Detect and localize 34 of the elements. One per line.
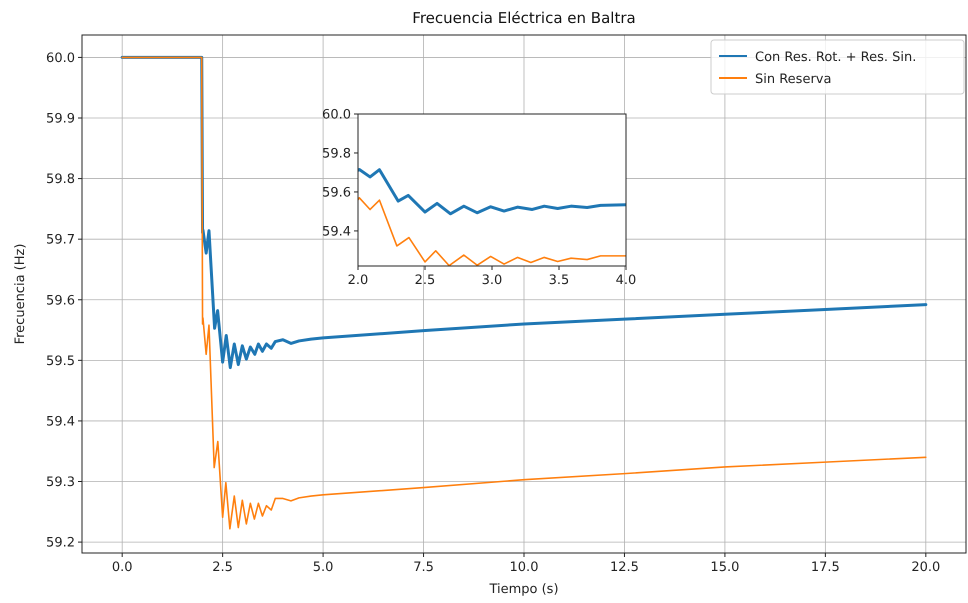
y-tick-label: 59.6 bbox=[322, 185, 351, 200]
x-axis-title: Tiempo (s) bbox=[488, 582, 559, 597]
y-tick-label: 59.5 bbox=[46, 354, 75, 369]
x-tick-label: 7.5 bbox=[413, 560, 434, 575]
x-tick-label: 2.5 bbox=[414, 273, 436, 288]
x-tick-label: 2.5 bbox=[212, 560, 233, 575]
y-tick-label: 59.2 bbox=[46, 536, 75, 551]
y-tick-label: 59.6 bbox=[46, 293, 75, 308]
legend-label: Con Res. Rot. + Res. Sin. bbox=[755, 50, 916, 65]
y-tick-label: 59.8 bbox=[46, 172, 75, 188]
y-tick-label: 59.4 bbox=[46, 414, 75, 430]
x-tick-label: 2.0 bbox=[348, 273, 368, 288]
y-tick-label: 60.0 bbox=[322, 108, 351, 122]
x-tick-label: 10.0 bbox=[510, 560, 538, 575]
x-tick-label: 20.0 bbox=[911, 560, 940, 575]
x-tick-label: 5.0 bbox=[312, 560, 334, 575]
x-tick-label: 0.0 bbox=[112, 560, 133, 575]
y-tick-label: 59.7 bbox=[46, 232, 75, 248]
line-series bbox=[358, 196, 626, 266]
x-tick-label: 3.5 bbox=[548, 273, 570, 288]
y-tick-label: 59.9 bbox=[46, 112, 75, 126]
x-tick-label: 15.0 bbox=[710, 560, 740, 575]
x-tick-label: 17.5 bbox=[810, 560, 840, 575]
chart-title: Frecuencia Eléctrica en Baltra bbox=[412, 9, 636, 27]
y-tick-label: 59.8 bbox=[322, 146, 351, 162]
y-axis-title: Frecuencia (Hz) bbox=[13, 244, 28, 344]
y-tick-label: 59.4 bbox=[322, 224, 351, 240]
x-tick-label: 12.5 bbox=[610, 560, 639, 575]
y-tick-label: 59.3 bbox=[46, 475, 75, 490]
x-tick-label: 3.0 bbox=[482, 273, 502, 288]
line-series bbox=[358, 168, 626, 216]
y-tick-label: 60.0 bbox=[46, 50, 75, 66]
x-tick-label: 4.0 bbox=[616, 273, 636, 288]
legend-label: Sin Reserva bbox=[755, 72, 832, 87]
